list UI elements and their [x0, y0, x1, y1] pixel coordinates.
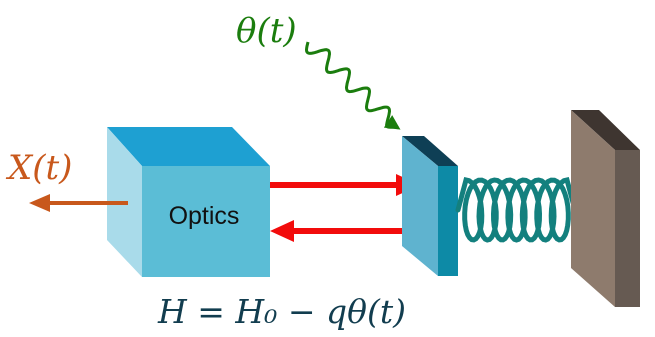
mirror-top: [402, 136, 458, 166]
optics-cube: Optics: [107, 127, 270, 277]
mirror: [402, 136, 458, 276]
optics-cube-front: [142, 166, 270, 277]
wall-side: [615, 150, 640, 307]
mirror-side: [438, 166, 458, 276]
output-arrowhead: [29, 194, 50, 212]
optics-label: Optics: [169, 202, 240, 230]
coil-spring-icon: [455, 177, 578, 243]
hamiltonian-equation: H = H₀ − qθ(t): [157, 292, 406, 331]
double-arrow-icon: [270, 174, 420, 242]
output-arrow: [29, 194, 128, 212]
theta-label: θ(t): [236, 11, 297, 51]
wall-top: [571, 110, 640, 150]
wavy-arrow-icon: [304, 41, 401, 130]
wall-front: [571, 110, 615, 307]
beam-return-head: [270, 220, 294, 242]
optics-cube-top: [107, 127, 270, 166]
mirror-face: [402, 136, 438, 276]
wall: [571, 110, 640, 307]
output-label: X(t): [5, 148, 72, 188]
input-wave: [304, 41, 401, 130]
spring-coil: [455, 177, 578, 243]
